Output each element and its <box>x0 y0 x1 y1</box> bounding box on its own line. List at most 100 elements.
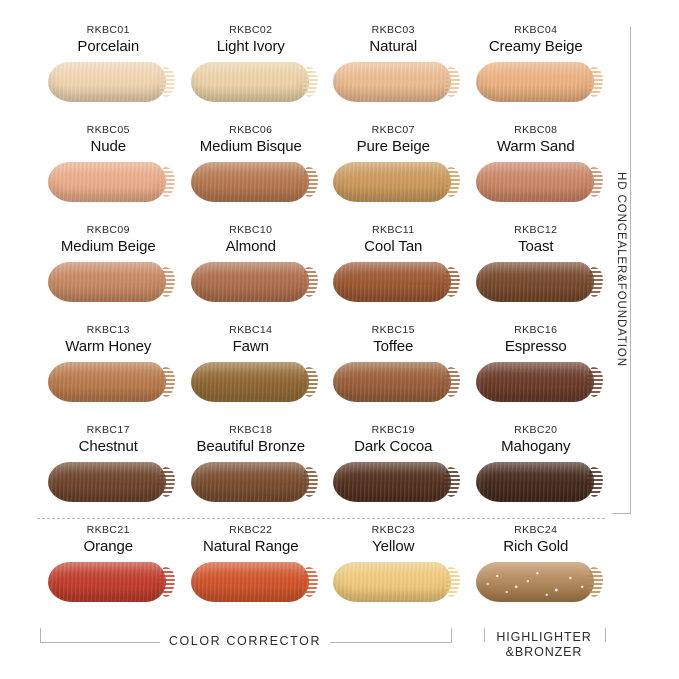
swatch-paint-wrap <box>190 560 311 606</box>
swatch-paint <box>190 262 309 302</box>
swatch-paint-wrap <box>475 260 596 306</box>
swatch-name: Beautiful Bronze <box>196 438 306 455</box>
section-divider-dashed <box>37 518 605 519</box>
swatch-code: RKBC08 <box>514 124 558 136</box>
swatch-paint-wrap <box>190 460 311 506</box>
swatch-paint <box>48 362 167 402</box>
swatch-code: RKBC18 <box>229 424 273 436</box>
swatch-cell[interactable]: RKBC06 Medium Bisque <box>180 124 323 224</box>
swatch-paint-wrap <box>333 160 453 206</box>
swatch-cell[interactable]: RKBC19 Dark Cocoa <box>322 424 465 524</box>
hd-concealer-foundation-label-wrap: HD CONCEALER&FOUNDATION <box>612 27 630 512</box>
swatch-cell[interactable]: RKBC21 Orange <box>37 524 180 624</box>
swatch-paint-wrap <box>48 260 168 306</box>
swatch-row: RKBC05 Nude RKBC06 Medium Bisque RKBC07 Pure … <box>37 124 607 224</box>
swatch-cell[interactable]: RKBC18 Beautiful Bronze <box>180 424 323 524</box>
swatch-cell[interactable]: RKBC24 Rich Gold <box>465 524 608 624</box>
swatch-paint <box>190 462 309 502</box>
swatch-name: Warm Honey <box>65 338 152 355</box>
swatch-cell[interactable]: RKBC13 Warm Honey <box>37 324 180 424</box>
swatch-name: Orange <box>83 538 134 555</box>
swatch-code: RKBC17 <box>86 424 130 436</box>
swatch-paint <box>333 462 452 502</box>
swatch-paint <box>48 162 167 202</box>
swatch-cell[interactable]: RKBC17 Chestnut <box>37 424 180 524</box>
swatch-paint-wrap <box>333 460 453 506</box>
swatch-code: RKBC14 <box>229 324 273 336</box>
swatch-row: RKBC09 Medium Beige RKBC10 Almond RKBC11 Cool… <box>37 224 607 324</box>
swatch-cell[interactable]: RKBC22 Natural Range <box>180 524 323 624</box>
swatch-cell[interactable]: RKBC01 Porcelain <box>37 24 180 124</box>
swatch-paint-wrap <box>48 560 168 606</box>
swatch-paint <box>333 262 452 302</box>
swatch-paint-wrap <box>333 60 453 106</box>
swatch-paint-wrap <box>333 260 453 306</box>
swatch-name: Toast <box>518 238 554 255</box>
swatch-name: Almond <box>225 238 276 255</box>
swatch-code: RKBC06 <box>229 124 273 136</box>
swatch-cell[interactable]: RKBC15 Toffee <box>322 324 465 424</box>
highlighter-bronzer-label-line2: &BRONZER <box>505 645 583 659</box>
swatch-cell[interactable]: RKBC02 Light Ivory <box>180 24 323 124</box>
swatch-cell[interactable]: RKBC11 Cool Tan <box>322 224 465 324</box>
swatch-code: RKBC01 <box>86 24 130 36</box>
swatch-paint-wrap <box>190 260 311 306</box>
swatch-code: RKBC22 <box>229 524 273 536</box>
swatch-name: Natural Range <box>203 538 299 555</box>
swatch-cell[interactable]: RKBC16 Espresso <box>465 324 608 424</box>
swatch-paint-wrap <box>48 160 168 206</box>
swatch-name: Natural <box>369 38 418 55</box>
swatch-name: Warm Sand <box>496 138 575 155</box>
swatch-code: RKBC15 <box>371 324 415 336</box>
swatch-cell[interactable]: RKBC04 Creamy Beige <box>465 24 608 124</box>
swatch-cell[interactable]: RKBC14 Fawn <box>180 324 323 424</box>
swatch-name: Creamy Beige <box>488 38 583 55</box>
swatch-name: Light Ivory <box>216 38 285 55</box>
swatch-name: Medium Bisque <box>199 138 302 155</box>
swatch-paint-wrap <box>48 460 168 506</box>
swatch-paint <box>333 562 452 602</box>
swatch-paint-wrap <box>475 360 596 406</box>
swatch-code: RKBC03 <box>371 24 415 36</box>
swatch-paint-wrap <box>475 460 596 506</box>
swatch-cell[interactable]: RKBC09 Medium Beige <box>37 224 180 324</box>
swatch-paint <box>333 362 452 402</box>
swatch-name: Porcelain <box>77 38 140 55</box>
swatch-cell[interactable]: RKBC23 Yellow <box>322 524 465 624</box>
swatch-paint <box>48 462 167 502</box>
color-corrector-label: COLOR CORRECTOR <box>159 634 331 648</box>
swatch-name: Toffee <box>373 338 414 355</box>
swatch-paint <box>475 562 594 602</box>
swatch-name: Medium Beige <box>60 238 156 255</box>
swatch-paint <box>190 62 309 102</box>
swatch-cell[interactable]: RKBC20 Mahogany <box>465 424 608 524</box>
swatch-cell[interactable]: RKBC03 Natural <box>322 24 465 124</box>
swatch-cell[interactable]: RKBC10 Almond <box>180 224 323 324</box>
swatch-code: RKBC02 <box>229 24 273 36</box>
swatch-paint <box>333 162 452 202</box>
swatch-paint <box>190 162 309 202</box>
swatch-name: Mahogany <box>501 438 571 455</box>
swatch-code: RKBC13 <box>86 324 130 336</box>
swatch-code: RKBC09 <box>86 224 130 236</box>
swatch-cell[interactable]: RKBC07 Pure Beige <box>322 124 465 224</box>
swatch-cell[interactable]: RKBC12 Toast <box>465 224 608 324</box>
swatch-paint-wrap <box>190 360 311 406</box>
swatch-paint <box>48 562 167 602</box>
swatch-name: Fawn <box>232 338 269 355</box>
swatch-code: RKBC20 <box>514 424 558 436</box>
swatch-code: RKBC19 <box>371 424 415 436</box>
swatch-paint <box>475 262 594 302</box>
swatch-row: RKBC17 Chestnut RKBC18 Beautiful Bronze RKBC… <box>37 424 607 524</box>
swatch-paint-wrap <box>48 60 168 106</box>
swatch-name: Cool Tan <box>364 238 423 255</box>
swatch-name: Rich Gold <box>503 538 569 555</box>
swatch-cell[interactable]: RKBC05 Nude <box>37 124 180 224</box>
swatch-cell[interactable]: RKBC08 Warm Sand <box>465 124 608 224</box>
color-corrector-label-wrap: COLOR CORRECTOR <box>40 634 450 648</box>
swatch-paint <box>475 62 594 102</box>
swatch-name: Espresso <box>504 338 567 355</box>
swatch-paint-wrap <box>190 160 311 206</box>
swatch-name: Nude <box>90 138 127 155</box>
